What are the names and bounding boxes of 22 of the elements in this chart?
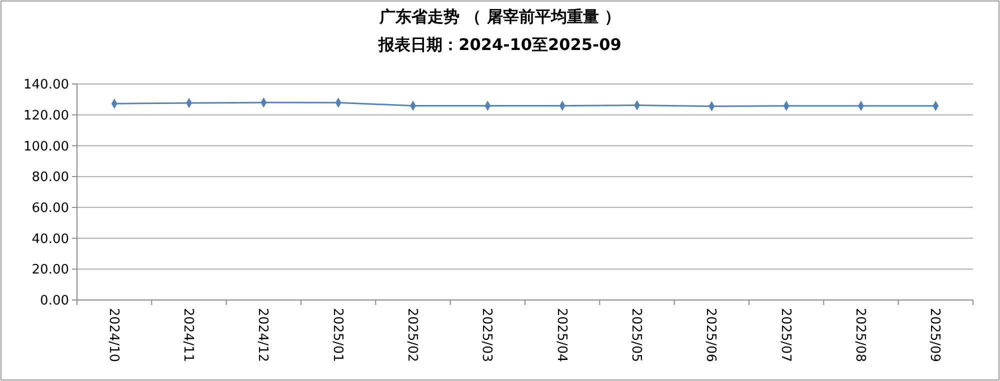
y-tick-label: 0.00 [40, 294, 69, 309]
y-tick-label: 80.00 [32, 170, 69, 186]
x-tick-label: 2025/03 [479, 308, 494, 362]
x-tick-label: 2025/08 [852, 308, 868, 362]
x-tick-label: 2024/10 [106, 308, 121, 362]
y-tick-label: 140.00 [24, 78, 69, 93]
x-tick-label: 2024/12 [255, 308, 270, 362]
y-tick-label: 120.00 [24, 108, 69, 124]
x-tick-label: 2025/09 [927, 308, 942, 362]
y-tick-label: 20.00 [32, 262, 69, 278]
chart-title: 广东省走势 （ 屠宰前平均重量 ） [378, 7, 620, 26]
x-tick-label: 2025/01 [330, 308, 345, 362]
y-tick-label: 100.00 [24, 139, 69, 154]
x-tick-label: 2025/06 [703, 308, 718, 362]
chart-subtitle: 报表日期：2024-10至2025-09 [378, 35, 622, 54]
x-tick-label: 2025/04 [554, 308, 569, 362]
x-tick-label: 2024/11 [180, 308, 196, 362]
y-tick-label: 60.00 [32, 200, 69, 216]
y-tick-label: 40.00 [32, 232, 69, 247]
x-tick-label: 2025/07 [778, 308, 793, 362]
x-tick-label: 2025/02 [404, 308, 420, 362]
x-tick-label: 2025/05 [628, 308, 644, 362]
